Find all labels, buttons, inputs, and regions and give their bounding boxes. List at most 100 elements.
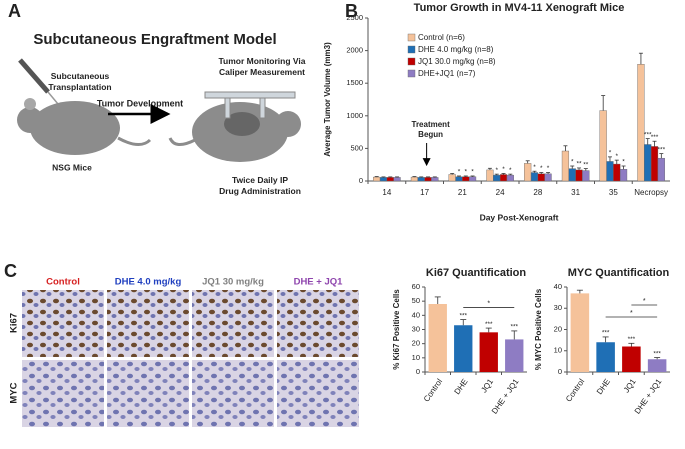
bar <box>568 168 576 182</box>
legend-swatch <box>407 57 416 66</box>
micrograph <box>107 360 189 427</box>
x-tick-label: DHE <box>595 377 612 396</box>
panel-label: B <box>345 1 358 21</box>
y-tick-label: 2500 <box>346 13 363 22</box>
bracket-label: * <box>487 300 490 307</box>
bar <box>499 174 508 182</box>
significance-label: * <box>533 164 536 171</box>
row-label: Ki67 <box>9 313 20 333</box>
y-tick-label: 40 <box>554 282 562 291</box>
legend-label: JQ1 30.0 mg/kg (n=8) <box>418 57 496 66</box>
bar <box>431 177 439 182</box>
row-label: MYC <box>9 382 20 403</box>
y-tick-label: 500 <box>350 143 363 152</box>
y-tick-label: 1500 <box>346 78 363 87</box>
x-tick-label: 24 <box>496 188 505 197</box>
step-label: Tumor Monitoring Via Caliper Measurement <box>218 56 305 77</box>
step-label: Subcutaneous Transplantation <box>48 71 111 92</box>
significance-label: *** <box>644 131 652 138</box>
significance-label: *** <box>658 146 666 153</box>
bar <box>505 339 524 372</box>
y-axis-label: Average Tumor Volume (mm3) <box>323 42 332 157</box>
bar <box>479 332 498 372</box>
significance-label: * <box>502 166 505 173</box>
chart-title: Ki67 Quantification <box>426 267 527 279</box>
y-tick-label: 2000 <box>346 46 363 55</box>
step-label: Tumor Development <box>97 98 183 108</box>
micrograph <box>277 360 359 427</box>
bar <box>657 157 665 182</box>
bar <box>644 144 652 182</box>
y-tick-label: 0 <box>416 367 420 376</box>
y-axis-label: % MYC Positive Cells <box>534 288 543 370</box>
bracket-label: * <box>643 298 646 305</box>
significance-label: *** <box>510 324 518 331</box>
bar <box>462 176 470 182</box>
significance-label: * <box>471 169 474 176</box>
bar <box>561 150 570 182</box>
micrograph <box>192 360 274 427</box>
y-tick-label: 10 <box>412 353 420 362</box>
annotation: Treatment Begun <box>412 120 451 139</box>
significance-label: *** <box>485 321 493 328</box>
bar <box>486 169 494 182</box>
legend-swatch <box>407 45 416 54</box>
x-tick-label: 35 <box>609 188 618 197</box>
bar <box>596 342 615 372</box>
x-tick-label: JQ1 <box>479 377 495 395</box>
column-label: JQ1 30 mg/kg <box>202 277 264 288</box>
x-tick-label: 28 <box>533 188 542 197</box>
x-tick-label: Control <box>422 377 444 403</box>
significance-label: * <box>616 153 619 160</box>
legend-label: Control (n=6) <box>418 33 465 42</box>
bar <box>613 163 621 182</box>
micrograph <box>107 290 189 357</box>
bar <box>622 346 641 372</box>
syringe <box>18 58 59 105</box>
bar <box>455 176 463 182</box>
significance-label: *** <box>459 312 467 319</box>
chart-title: MYC Quantification <box>568 267 670 279</box>
legend-swatch <box>407 33 416 42</box>
panel-label: C <box>4 261 17 281</box>
x-tick-label: Control <box>564 377 586 403</box>
legend-label: DHE+JQ1 (n=7) <box>418 69 476 78</box>
bar <box>386 177 394 182</box>
bar <box>379 177 388 182</box>
y-tick-label: 50 <box>412 296 420 305</box>
y-tick-label: 0 <box>359 176 363 185</box>
mouse <box>17 98 152 155</box>
significance-label: * <box>547 165 550 172</box>
x-tick-label: JQ1 <box>622 377 638 395</box>
y-tick-label: 1000 <box>346 111 363 120</box>
bar <box>637 64 645 182</box>
bar <box>428 304 447 372</box>
significance-label: * <box>609 150 612 157</box>
bar <box>537 173 545 182</box>
significance-label: * <box>458 169 461 176</box>
bar <box>606 161 614 182</box>
significance-label: ** <box>583 161 589 168</box>
bar <box>544 173 552 182</box>
bar <box>524 163 532 182</box>
y-tick-label: 10 <box>554 346 562 355</box>
significance-label: *** <box>651 134 659 141</box>
panel-label: A <box>8 1 21 21</box>
bar <box>530 172 539 182</box>
x-tick-label: Necropsy <box>634 188 668 197</box>
legend-swatch <box>407 69 416 78</box>
bar <box>410 176 419 182</box>
panel-a-title: Subcutaneous Engraftment Model <box>33 31 276 48</box>
significance-label: *** <box>602 330 610 337</box>
caliper <box>204 91 296 119</box>
bar <box>599 110 607 182</box>
significance-label: * <box>571 159 574 166</box>
significance-label: *** <box>653 350 661 357</box>
bar <box>582 170 590 182</box>
bar <box>619 169 628 182</box>
mouse <box>168 102 301 162</box>
y-tick-label: 20 <box>412 339 420 348</box>
mouse-label: NSG Mice <box>52 162 92 172</box>
y-tick-label: 40 <box>412 310 420 319</box>
legend-label: DHE 4.0 mg/kg (n=8) <box>418 45 494 54</box>
